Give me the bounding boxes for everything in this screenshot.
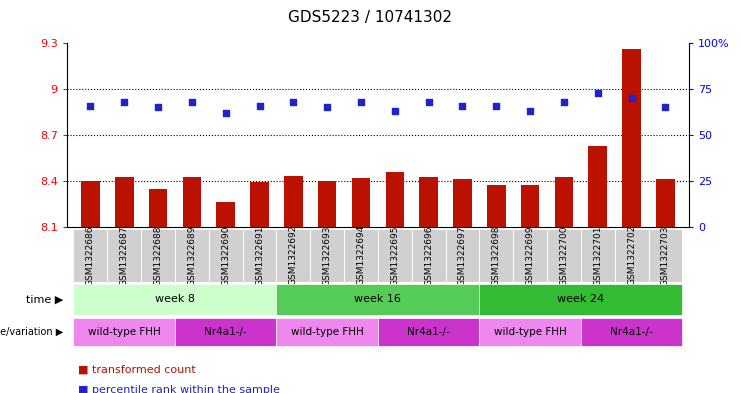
Bar	[318, 181, 336, 227]
Text: GSM1322701: GSM1322701	[594, 225, 602, 285]
Text: GDS5223 / 10741302: GDS5223 / 10741302	[288, 10, 453, 25]
Bar	[378, 318, 479, 346]
Text: week 16: week 16	[354, 294, 402, 305]
Point	[491, 103, 502, 109]
Text: GSM1322700: GSM1322700	[559, 225, 568, 285]
Text: Nr4a1-/-: Nr4a1-/-	[611, 327, 653, 337]
Text: time ▶: time ▶	[27, 294, 64, 305]
Text: week 24: week 24	[557, 294, 605, 305]
Bar	[581, 229, 615, 282]
Bar	[453, 179, 472, 227]
Text: GSM1322696: GSM1322696	[424, 225, 433, 285]
Text: GSM1322692: GSM1322692	[289, 225, 298, 285]
Text: GSM1322699: GSM1322699	[525, 225, 535, 285]
Point	[355, 99, 367, 105]
Point	[659, 104, 671, 110]
Point	[220, 110, 232, 116]
Bar	[521, 185, 539, 227]
Bar	[73, 318, 175, 346]
Bar	[352, 178, 370, 227]
Point	[322, 104, 333, 110]
Bar	[175, 229, 209, 282]
Text: GSM1322689: GSM1322689	[187, 225, 196, 285]
Bar	[276, 229, 310, 282]
Bar	[479, 285, 682, 314]
Text: wild-type FHH: wild-type FHH	[290, 327, 364, 337]
Bar	[209, 229, 242, 282]
Bar	[588, 147, 607, 227]
Text: ■ percentile rank within the sample: ■ percentile rank within the sample	[78, 385, 279, 393]
Bar	[276, 318, 378, 346]
Bar	[615, 229, 648, 282]
Bar	[284, 176, 302, 227]
Point	[422, 99, 434, 105]
Bar	[656, 179, 675, 227]
Bar	[555, 176, 574, 227]
Bar	[344, 229, 378, 282]
Text: GSM1322686: GSM1322686	[86, 225, 95, 285]
Text: wild-type FHH: wild-type FHH	[494, 327, 567, 337]
Text: GSM1322687: GSM1322687	[120, 225, 129, 285]
Bar	[310, 229, 344, 282]
Text: GSM1322702: GSM1322702	[627, 225, 636, 285]
Point	[625, 95, 637, 101]
Bar	[182, 177, 201, 227]
Text: GSM1322703: GSM1322703	[661, 225, 670, 285]
Point	[186, 99, 198, 105]
Text: ■ transformed count: ■ transformed count	[78, 364, 196, 375]
Bar	[487, 185, 505, 227]
Bar	[622, 49, 641, 227]
Bar	[107, 229, 141, 282]
Bar	[378, 229, 412, 282]
Text: GSM1322693: GSM1322693	[322, 225, 332, 285]
Bar	[514, 229, 547, 282]
Bar	[216, 202, 235, 227]
Bar	[73, 285, 276, 314]
Bar	[479, 229, 514, 282]
Bar	[73, 229, 107, 282]
Bar	[242, 229, 276, 282]
Bar	[445, 229, 479, 282]
Point	[152, 104, 164, 110]
Point	[592, 90, 604, 96]
Text: GSM1322688: GSM1322688	[153, 225, 162, 285]
Bar	[385, 172, 404, 227]
Point	[84, 103, 96, 109]
Text: GSM1322694: GSM1322694	[356, 225, 365, 285]
Point	[119, 99, 130, 105]
Point	[253, 103, 265, 109]
Bar	[547, 229, 581, 282]
Text: GSM1322697: GSM1322697	[458, 225, 467, 285]
Text: GSM1322695: GSM1322695	[391, 225, 399, 285]
Bar	[81, 181, 100, 227]
Bar	[479, 318, 581, 346]
Point	[524, 108, 536, 114]
Point	[288, 99, 299, 105]
Bar	[141, 229, 175, 282]
Bar	[115, 177, 133, 227]
Text: GSM1322691: GSM1322691	[255, 225, 264, 285]
Bar	[412, 229, 445, 282]
Bar	[175, 318, 276, 346]
Bar	[276, 285, 479, 314]
Bar	[581, 318, 682, 346]
Text: GSM1322690: GSM1322690	[221, 225, 230, 285]
Point	[558, 99, 570, 105]
Bar	[419, 177, 438, 227]
Text: wild-type FHH: wild-type FHH	[88, 327, 161, 337]
Text: Nr4a1-/-: Nr4a1-/-	[408, 327, 450, 337]
Text: week 8: week 8	[155, 294, 195, 305]
Text: genotype/variation ▶: genotype/variation ▶	[0, 327, 64, 337]
Bar	[648, 229, 682, 282]
Point	[389, 108, 401, 114]
Bar	[149, 189, 167, 227]
Text: Nr4a1-/-: Nr4a1-/-	[205, 327, 247, 337]
Text: GSM1322698: GSM1322698	[492, 225, 501, 285]
Point	[456, 103, 468, 109]
Bar	[250, 182, 269, 227]
